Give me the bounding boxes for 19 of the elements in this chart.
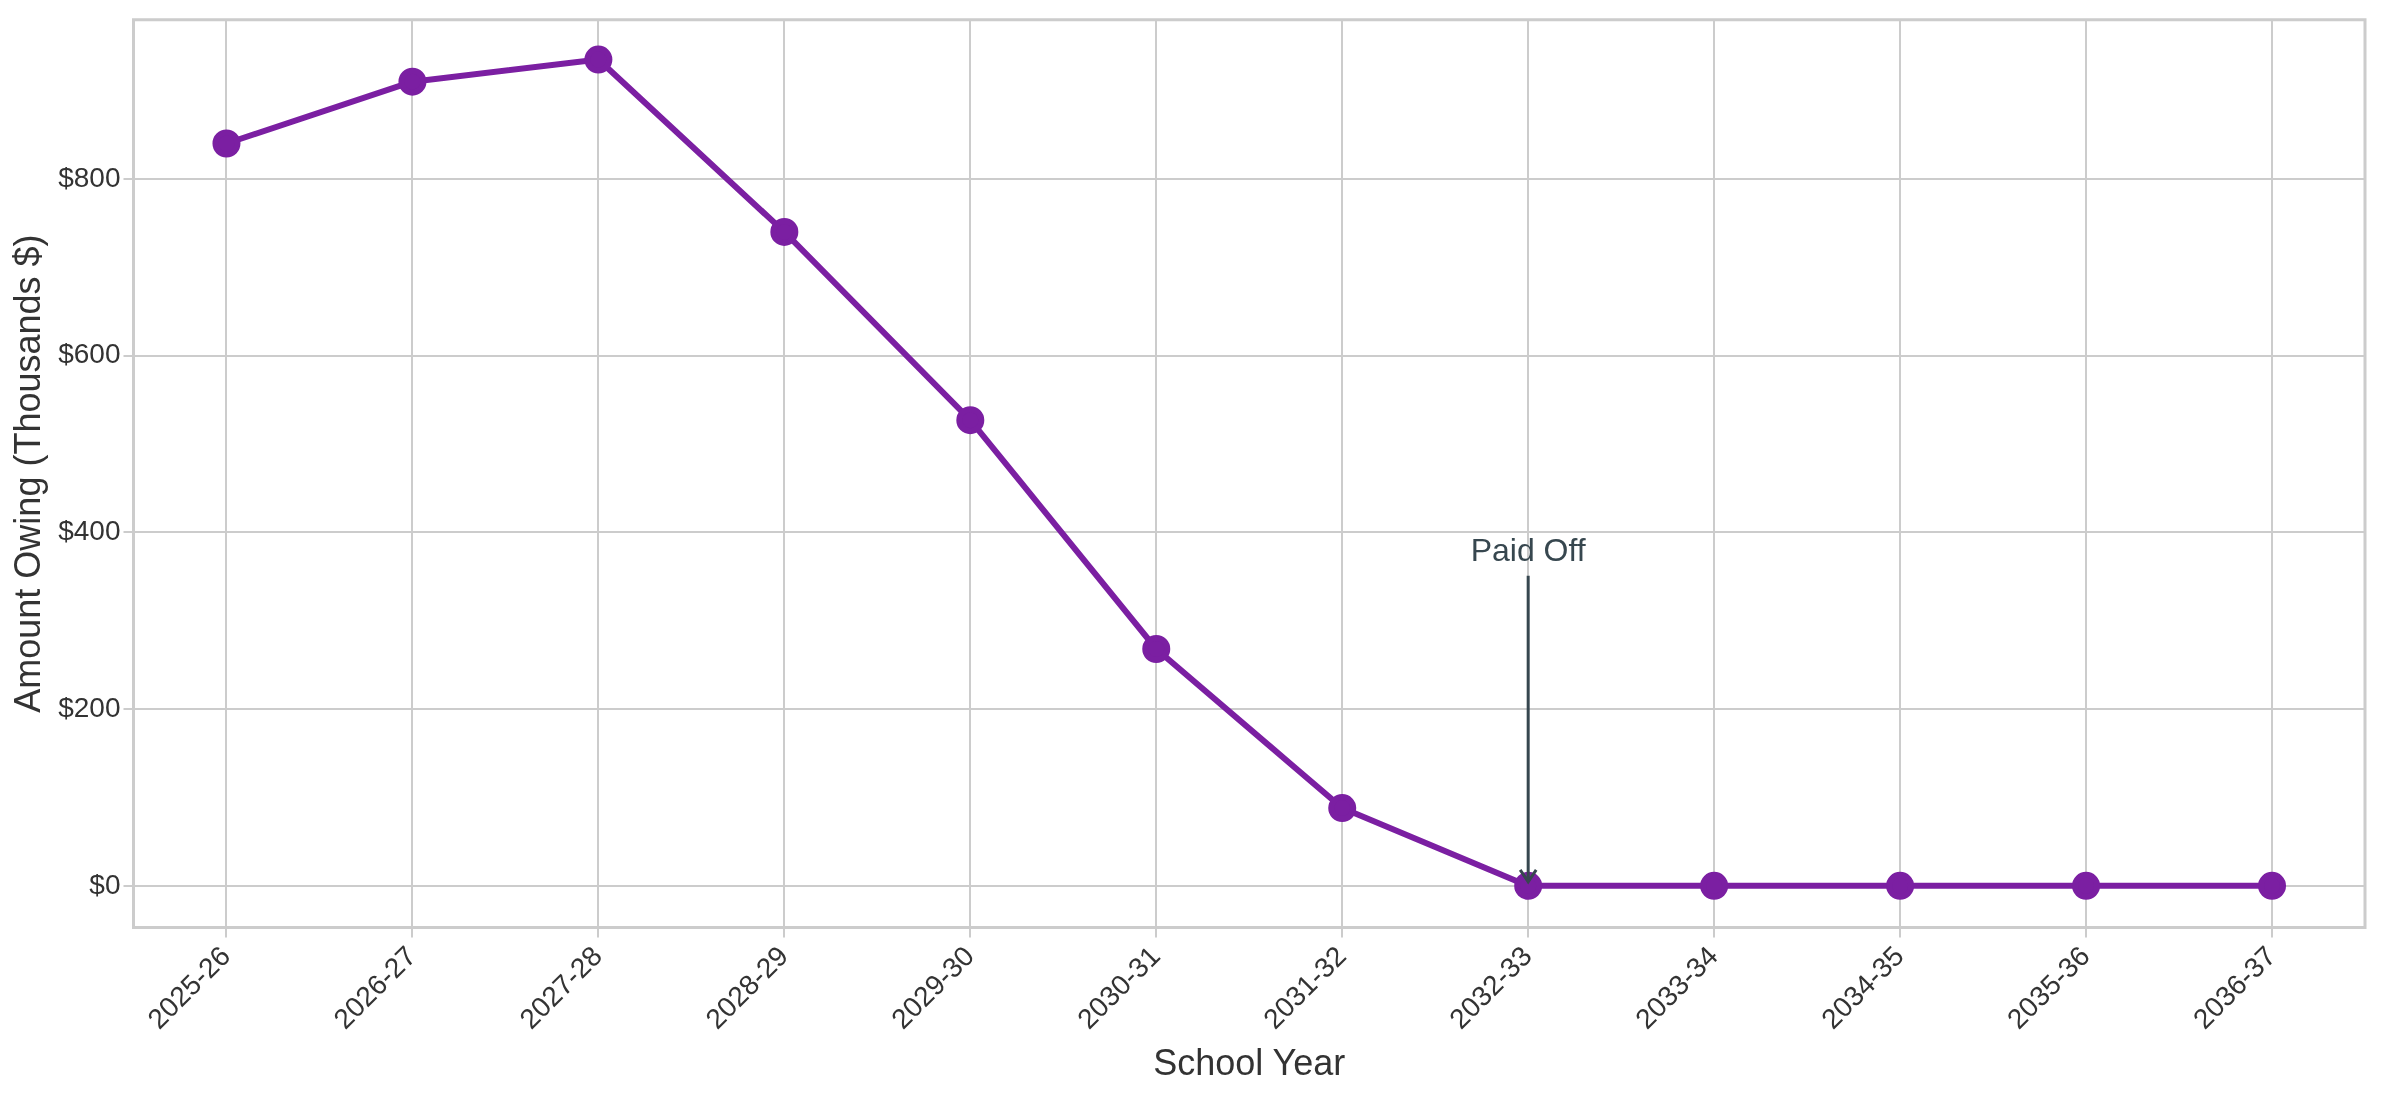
point (956, 406, 985, 435)
y-tick-label: $600 (58, 338, 121, 370)
x-axis-title: School Year (1153, 1042, 1346, 1084)
point (2258, 871, 2287, 900)
point (1886, 871, 1915, 900)
y-axis-title: Amount Owing (Thousands $) (6, 234, 48, 713)
y-tick-label: $800 (58, 161, 121, 193)
annotation: Paid Off (1470, 531, 1586, 568)
point (398, 67, 427, 96)
point (2072, 871, 2101, 900)
point (212, 129, 241, 158)
point (1700, 871, 1729, 900)
point (1328, 794, 1357, 823)
point (584, 45, 613, 74)
y-tick-label: $200 (58, 691, 121, 723)
point (1142, 635, 1171, 664)
y-tick-label: $400 (58, 515, 121, 547)
point (770, 217, 799, 246)
y-tick-label: $0 (89, 868, 121, 900)
